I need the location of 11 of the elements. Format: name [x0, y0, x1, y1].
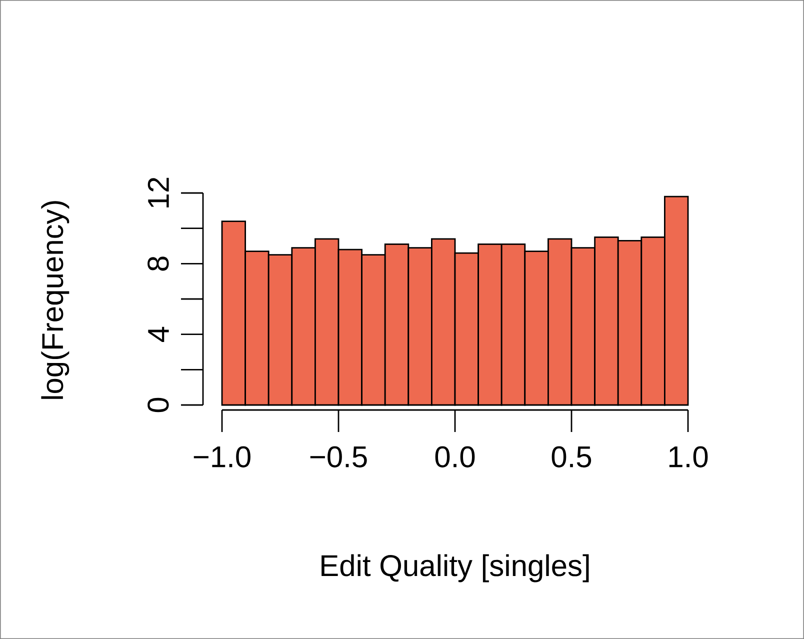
x-tick-label: 0.0 — [435, 446, 475, 468]
y-tick-label: 4 — [148, 326, 169, 342]
x-axis-title: Edit Quality [singles] — [322, 554, 589, 582]
y-tick-label: 0 — [148, 398, 169, 412]
x-tick-label: 0.5 — [552, 446, 592, 468]
x-tick-label: −0.5 — [310, 446, 367, 468]
x-tick-label: −1.0 — [194, 446, 250, 468]
y-tick-label: 12 — [148, 178, 169, 208]
y-axis-title: log(Frequency) — [41, 201, 70, 399]
x-tick-label: 1.0 — [669, 446, 708, 468]
y-tick-label: 8 — [148, 256, 169, 271]
